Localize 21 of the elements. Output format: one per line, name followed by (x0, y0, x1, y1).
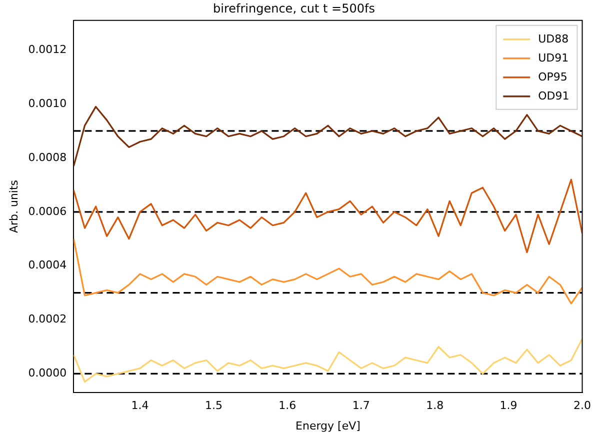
y-axis-title: Arb. units (7, 180, 20, 234)
x-tick-label: 1.8 (426, 399, 444, 412)
y-tick-label: 0.0010 (28, 96, 67, 110)
y-tick-label: 0.0002 (28, 312, 67, 326)
x-tick-label: 1.9 (500, 399, 518, 412)
x-tick-label: 1.4 (131, 399, 149, 412)
x-tick-label: 1.7 (352, 399, 370, 412)
legend-label: OD91 (538, 89, 570, 102)
y-tick-label: 0.0008 (28, 150, 67, 164)
y-tick-label: 0.0004 (28, 258, 67, 272)
y-tick-label: 0.0000 (28, 366, 67, 380)
legend-label: UD91 (538, 51, 569, 64)
chart-title: birefringence, cut t =500fs (213, 1, 375, 16)
x-tick-label: 1.5 (204, 399, 222, 412)
x-tick-label: 2.0 (574, 399, 592, 412)
y-tick-label: 0.0006 (28, 204, 67, 218)
x-tick-label: 1.6 (278, 399, 296, 412)
legend-label: UD88 (538, 32, 569, 46)
y-tick-label: 0.0012 (28, 42, 67, 56)
x-axis-title: Energy [eV] (296, 419, 360, 432)
legend-label: OP95 (538, 70, 568, 84)
